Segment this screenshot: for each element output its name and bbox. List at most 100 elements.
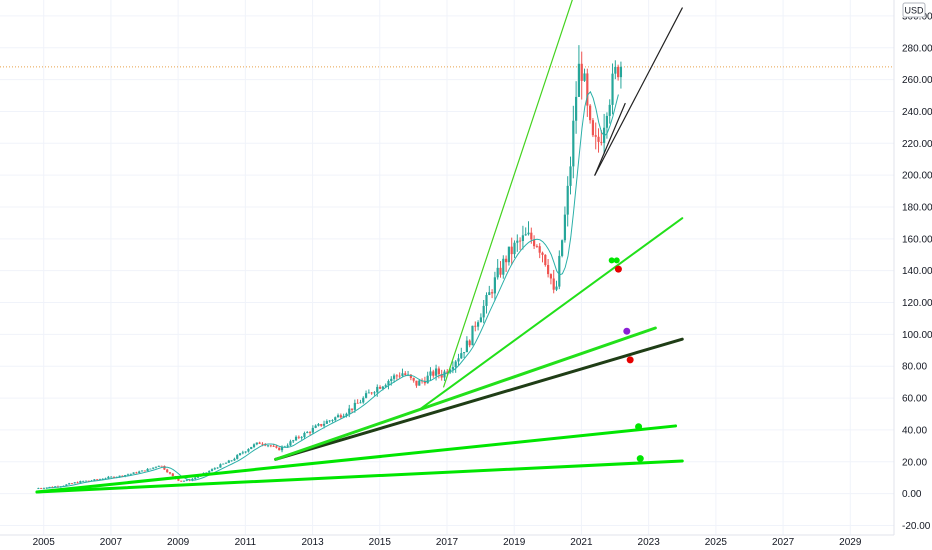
candle-body [76,482,79,484]
candle-body [227,460,230,463]
candle-body [124,475,127,477]
candle-body [266,445,270,447]
candle-body [401,373,404,376]
candle-body [418,380,421,386]
candle-body [82,480,85,482]
candle-body [336,415,340,418]
x-tick-label: 2017 [436,537,459,548]
candle-body [129,473,132,475]
candle-body [474,325,477,327]
y-tick-label: 0.00 [902,489,922,500]
candle-body [440,374,443,378]
x-tick-label: 2013 [301,537,324,548]
candle-body [194,477,197,479]
price-candles [37,45,623,490]
y-tick-label: 60.00 [902,394,927,405]
candle-body [216,467,219,469]
candle-body [219,464,222,468]
candle-body [605,115,609,128]
candle-body [110,476,113,478]
candle-body [471,325,474,346]
trend-line[interactable] [274,337,684,461]
candle-body [292,440,295,442]
candle-body [617,66,620,78]
candle-body [331,420,334,421]
candle-body [493,277,496,294]
candle-body [146,468,149,471]
candle-body [398,375,401,377]
y-tick-label: 240.00 [902,107,932,118]
candle-body [468,340,471,346]
candle-body [395,375,398,377]
trend-lines[interactable] [35,0,684,494]
candle-body [247,449,250,452]
candle-body [152,467,155,469]
candle-body [143,470,146,472]
y-tick-label: 220.00 [902,139,932,150]
y-tick-label: 180.00 [902,202,932,213]
candle-body [350,408,354,410]
candle-body [149,468,152,470]
y-tick-label: 160.00 [902,234,932,245]
y-tick-label: 80.00 [902,362,927,373]
candle-body [353,402,356,410]
candle-body [544,254,547,265]
candle-body [98,479,102,480]
candle-body [252,444,256,447]
candle-body [608,104,611,116]
marker-dot [613,257,620,264]
candle-body [558,255,561,287]
grid-lines [0,0,894,535]
candle-body [37,488,40,490]
marker-dot [626,356,634,364]
candle-body [317,424,320,426]
candle-body [104,478,107,480]
candle-body [210,469,214,471]
candle-body [499,267,502,275]
x-tick-label: 2023 [638,537,661,548]
candle-body [68,483,71,485]
candle-body [258,442,261,444]
trend-line[interactable] [274,326,657,461]
y-tick-label: 140.00 [902,266,932,277]
x-tick-label: 2009 [167,537,190,548]
marker-dot [623,327,631,335]
trend-line[interactable] [594,7,683,176]
candle-body [70,483,74,485]
candle-body [364,393,368,398]
candle-body [446,371,449,373]
trend-line[interactable] [35,424,678,494]
candle-body [482,305,485,318]
candle-body [238,453,242,456]
candle-body [429,371,432,376]
y-tick-label: -20.00 [902,521,931,532]
price-axis[interactable]: 300.00280.00260.00240.00220.00200.00180.… [902,11,932,532]
candle-body [160,465,163,467]
candle-body [356,402,359,404]
candle-body [572,120,575,167]
trend-line[interactable] [443,0,589,388]
candle-body [367,392,370,394]
candle-body [45,487,48,489]
candle-body [157,465,160,467]
candle-body [387,380,390,386]
candle-body [530,232,533,240]
candle-body [454,361,457,368]
y-tick-label: 200.00 [902,171,932,182]
time-axis[interactable]: 2005 2007 2009 2011 2013 2015 2017 2019 2021 2023… [33,537,862,548]
trend-line[interactable] [419,217,684,411]
trend-line[interactable] [594,102,626,176]
candle-body [132,472,135,474]
candle-body [177,478,180,481]
candle-body [185,479,188,481]
candle-body [166,469,169,473]
trend-line[interactable] [35,459,684,494]
y-tick-label: 20.00 [902,457,927,468]
candle-body [619,66,623,78]
candle-body [314,425,317,428]
candle-body [597,136,600,142]
candle-body [566,185,569,215]
candle-body [600,141,603,143]
candle-body [196,476,200,478]
